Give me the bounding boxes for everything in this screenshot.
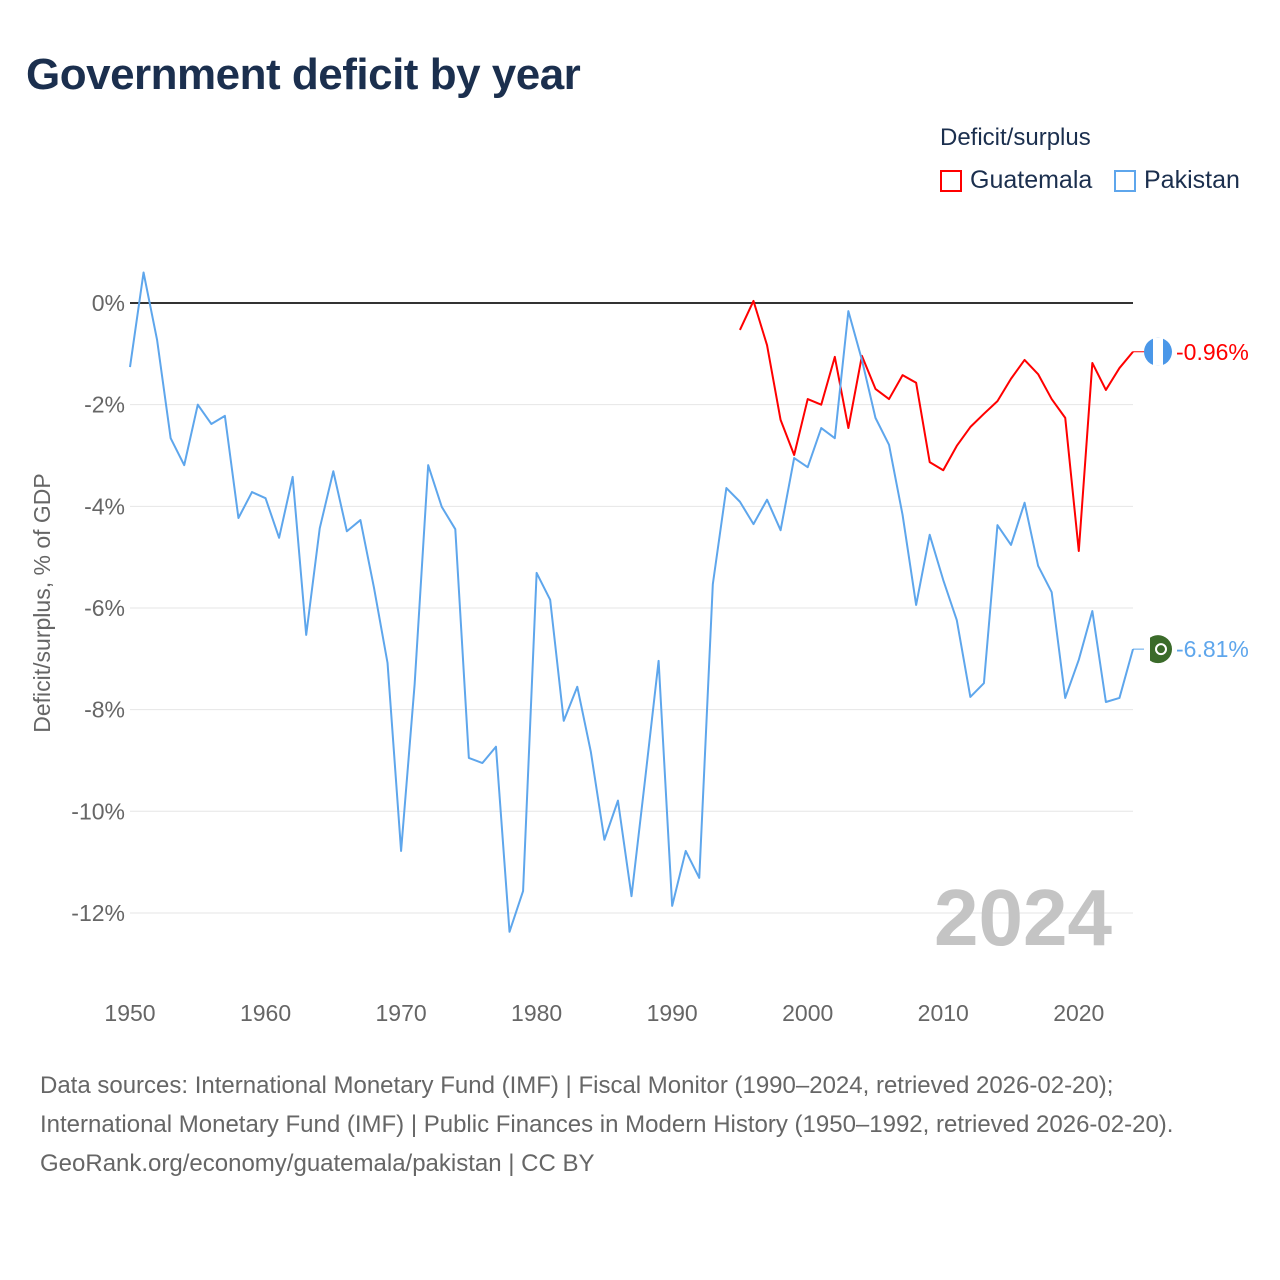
legend-label: Guatemala — [970, 166, 1093, 194]
year-watermark: 2024 — [934, 873, 1112, 962]
y-tick-label: -2% — [84, 392, 125, 418]
x-tick-label: 1960 — [240, 1000, 291, 1026]
x-tick-label: 1980 — [511, 1000, 562, 1026]
x-tick-label: 2010 — [918, 1000, 969, 1026]
flag-stripe — [1144, 635, 1150, 664]
legend-swatch-pakistan — [1114, 169, 1136, 192]
legend-label: Pakistan — [1144, 166, 1240, 194]
x-tick-label: 1950 — [104, 1000, 155, 1026]
flag-icon-pakistan — [1144, 635, 1172, 664]
flag-stripe — [1153, 337, 1163, 366]
line-chart: 0% -2% -4% -6% -8% -10% -12% 1950 1960 1970 1980 19… — [29, 271, 1249, 1026]
y-tick-label: -4% — [84, 493, 125, 519]
x-tick-label: 1990 — [647, 1000, 698, 1026]
legend-title: Deficit/surplus — [940, 124, 1091, 151]
flag-crescent — [1155, 643, 1167, 656]
series-line-pakistan — [129, 271, 1134, 933]
end-value-label: -6.81% — [1176, 636, 1249, 662]
x-tick-label: 1970 — [375, 1000, 426, 1026]
chart-title: Government deficit by year — [26, 50, 581, 99]
y-tick-label: -10% — [71, 798, 125, 824]
series-line-guatemala — [739, 299, 1134, 553]
data-sources: Data sources: International Monetary Fun… — [40, 1072, 1174, 1138]
end-value-label: -0.96% — [1176, 339, 1249, 365]
legend-swatch-guatemala — [940, 169, 962, 192]
y-tick-label: -12% — [71, 900, 125, 926]
x-tick-label: 2020 — [1053, 1000, 1104, 1026]
y-tick-label: -8% — [84, 697, 125, 723]
y-axis-label: Deficit/surplus, % of GDP — [29, 473, 55, 732]
y-tick-label: -6% — [84, 595, 125, 621]
x-tick-label: 2000 — [782, 1000, 833, 1026]
credit-link[interactable]: GeoRank.org/economy/guatemala/pakistan |… — [40, 1150, 595, 1177]
y-tick-label: 0% — [92, 290, 125, 316]
footer: Data sources: International Monetary Fun… — [40, 1066, 1240, 1183]
legend-item-guatemala[interactable]: Guatemala — [940, 166, 1092, 195]
legend-item-pakistan[interactable]: Pakistan — [1114, 166, 1240, 195]
